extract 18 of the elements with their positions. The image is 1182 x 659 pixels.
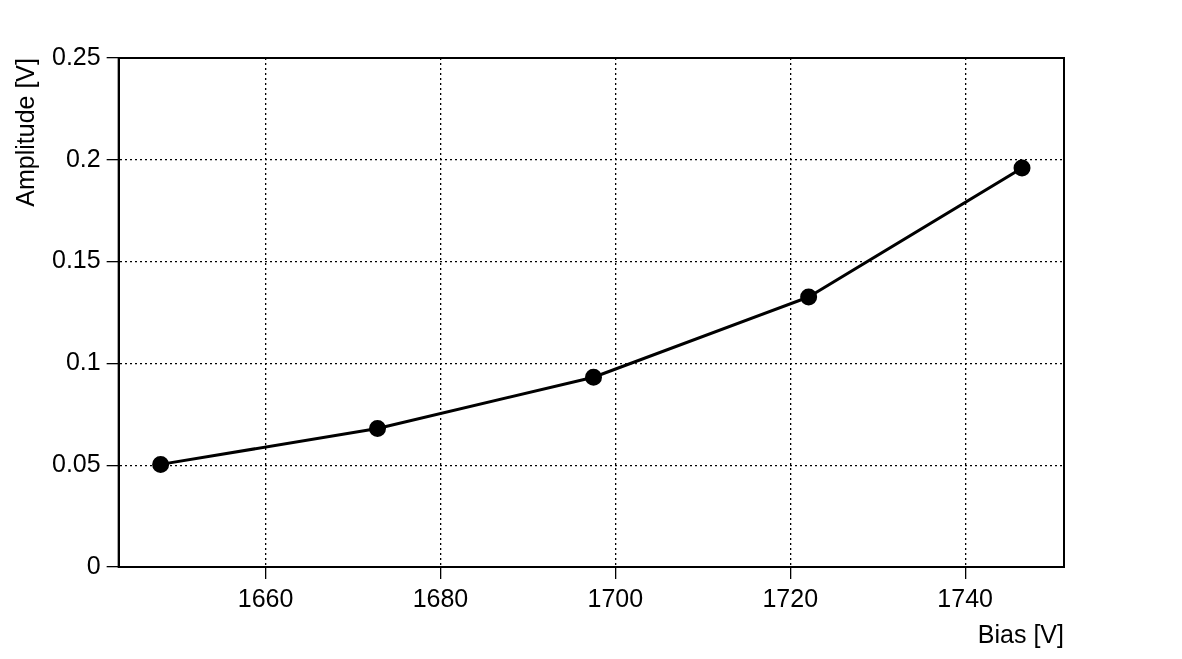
y-tick-label: 0.2 <box>65 143 101 172</box>
y-tick-label: 0.1 <box>65 347 101 376</box>
x-tick-label: 1660 <box>237 583 294 612</box>
point <box>1013 159 1031 177</box>
x-tick-label: 1680 <box>412 583 469 612</box>
y-tick-label: 0.25 <box>51 41 101 70</box>
point <box>585 368 603 386</box>
y-axis-title: Amplitude [V] <box>10 58 39 207</box>
point <box>369 420 387 438</box>
point <box>152 455 170 473</box>
point <box>800 288 818 306</box>
x-axis-title: Bias [V] <box>977 619 1064 648</box>
x-tick-label: 1720 <box>762 583 819 612</box>
y-tick-label: 0.05 <box>51 449 101 478</box>
x-tick-label: 1740 <box>937 583 993 612</box>
y-tick-label: 0.15 <box>51 245 101 274</box>
y-tick-label: 0 <box>86 550 101 579</box>
x-tick-label: 1700 <box>587 583 644 612</box>
